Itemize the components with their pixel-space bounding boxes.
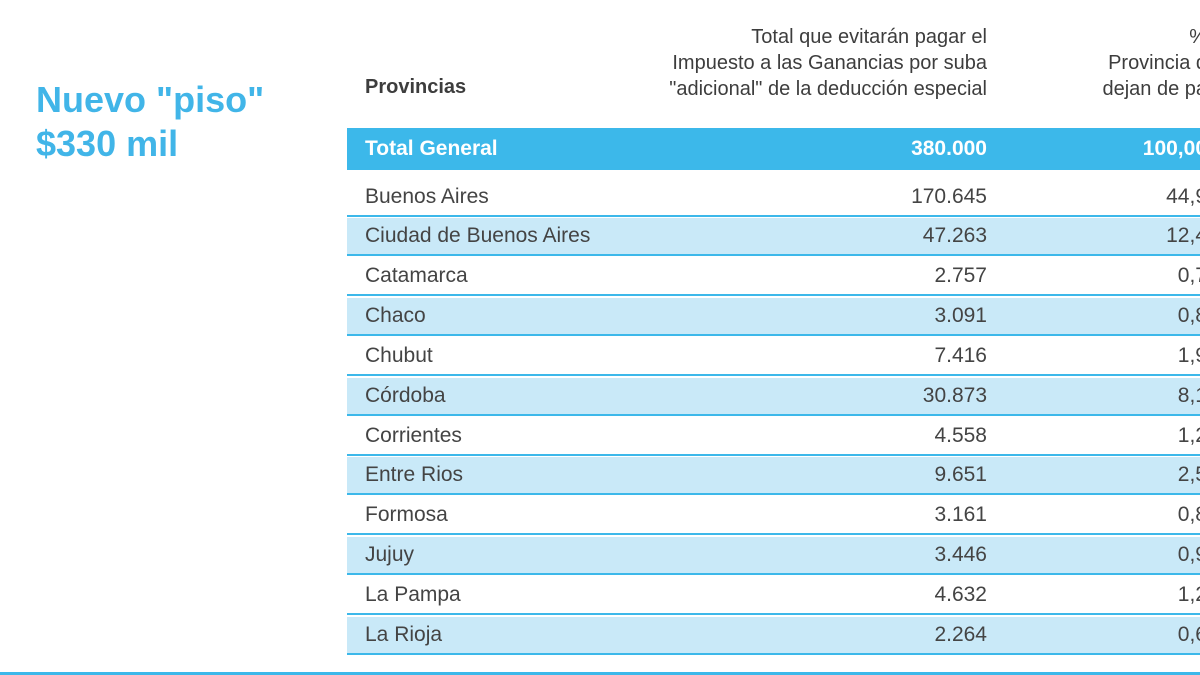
table-row: Formosa 3.161 0,8 [347,497,1200,535]
provinces-table: Provincias Total que evitarán pagar el I… [347,0,1200,675]
province-value: 9.651 [934,463,987,486]
province-name: La Rioja [365,623,443,646]
table-row: La Rioja 2.264 0,6 [347,617,1200,655]
province-value: 2.264 [934,623,987,646]
column-header-percent-line-3: dejan de pa [1102,78,1200,100]
province-name: Entre Rios [365,463,464,486]
province-name: Buenos Aires [365,185,489,208]
total-general-value: 380.000 [911,137,987,160]
total-general-row: Total General 380.000 100,00 [347,128,1200,170]
province-name: Ciudad de Buenos Aires [365,224,591,247]
province-percent: 8,1 [1177,384,1200,407]
column-header-provincias: Provincias [365,76,467,98]
column-header-percent-line-1: % [1047,24,1200,50]
province-value: 3.446 [934,543,987,566]
province-percent: 0,8 [1177,503,1200,526]
column-header-total-line-2: Impuesto a las Ganancias por suba [672,52,987,74]
province-value: 3.161 [934,503,987,526]
province-value: 4.632 [934,583,987,606]
province-value: 47.263 [922,224,987,247]
province-value: 4.558 [934,424,987,447]
province-name: Chaco [365,304,426,327]
province-name: Chubut [365,344,433,367]
province-name: Jujuy [365,543,415,566]
table-row: Catamarca 2.757 0,7 [347,258,1200,296]
province-value: 3.091 [934,304,987,327]
headline-line-1: Nuevo "piso" [36,79,265,120]
province-percent: 1,2 [1177,424,1200,447]
bottom-divider [0,672,1200,675]
province-percent: 0,9 [1177,543,1200,566]
column-header-total-line-1: Total que evitarán pagar el [751,26,987,48]
table-row: Entre Rios 9.651 2,5 [347,457,1200,495]
table-row: Ciudad de Buenos Aires 47.263 12,4 [347,218,1200,256]
column-header-percent: % Provincia d dejan de pa [1047,24,1200,102]
table-row: Jujuy 3.446 0,9 [347,537,1200,575]
table-row: La Pampa 4.632 1,2 [347,577,1200,615]
column-header-total-line-3: "adicional" de la deducción especial [669,78,987,100]
table-row: Buenos Aires 170.645 44,9 [347,179,1200,217]
province-percent: 12,4 [1166,224,1200,247]
province-value: 30.873 [922,384,987,407]
province-value: 2.757 [934,264,987,287]
headline: Nuevo "piso" $330 mil [36,78,264,166]
province-name: La Pampa [365,583,461,606]
province-percent: 0,8 [1177,304,1200,327]
province-percent: 1,2 [1177,583,1200,606]
province-percent: 0,7 [1177,264,1200,287]
table-row: Chubut 7.416 1,9 [347,338,1200,376]
province-percent: 2,5 [1177,463,1200,486]
table-row: Córdoba 30.873 8,1 [347,378,1200,416]
province-name: Córdoba [365,384,446,407]
province-name: Formosa [365,503,448,526]
column-header-percent-line-2: Provincia d [1108,52,1200,74]
table-row: Chaco 3.091 0,8 [347,298,1200,336]
total-general-label: Total General [365,137,498,160]
province-value: 170.645 [911,185,987,208]
province-name: Catamarca [365,264,468,287]
table-row: Corrientes 4.558 1,2 [347,418,1200,456]
column-header-total: Total que evitarán pagar el Impuesto a l… [557,24,987,102]
total-general-percent: 100,00 [1142,137,1200,160]
province-percent: 0,6 [1177,623,1200,646]
province-value: 7.416 [934,344,987,367]
province-name: Corrientes [365,424,462,447]
headline-line-2: $330 mil [36,123,179,164]
province-percent: 44,9 [1166,185,1200,208]
province-percent: 1,9 [1177,344,1200,367]
